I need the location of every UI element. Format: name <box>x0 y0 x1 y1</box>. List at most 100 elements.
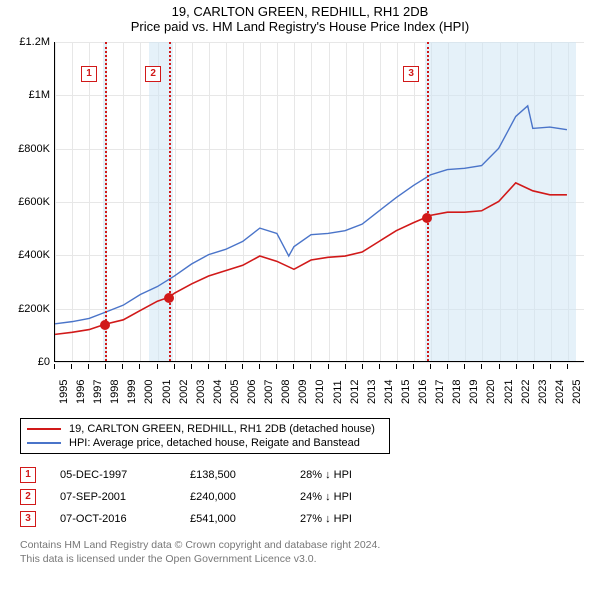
x-tick-label: 2012 <box>349 380 355 404</box>
event-price: £138,500 <box>190 469 300 481</box>
x-tick-label: 1995 <box>58 380 64 404</box>
marker-line <box>169 42 171 361</box>
marker-line <box>427 42 429 361</box>
series-hpi <box>55 106 567 324</box>
events-table: 1 05-DEC-1997£138,50028% ↓ HPI 2 07-SEP-200… <box>20 464 580 530</box>
data-point <box>422 213 432 223</box>
legend: 19, CARLTON GREEN, REDHILL, RH1 2DB (det… <box>20 418 390 454</box>
x-tick-mark <box>105 364 106 369</box>
x-tick-label: 2023 <box>537 380 543 404</box>
event-badge: 1 <box>20 467 36 483</box>
x-tick-mark <box>345 364 346 369</box>
x-tick-label: 2015 <box>400 380 406 404</box>
x-tick-label: 2009 <box>297 380 303 404</box>
legend-row: HPI: Average price, detached house, Reig… <box>27 436 383 450</box>
x-tick-mark <box>430 364 431 369</box>
event-badge: 3 <box>20 511 36 527</box>
event-row: 307-OCT-2016£541,00027% ↓ HPI <box>20 508 580 530</box>
data-point <box>164 293 174 303</box>
event-date: 07-SEP-2001 <box>60 491 190 503</box>
title-line-1: 19, CARLTON GREEN, REDHILL, RH1 2DB <box>0 4 600 19</box>
marker-badge: 1 <box>81 66 97 82</box>
x-tick-label: 2000 <box>143 380 149 404</box>
x-tick-label: 2001 <box>161 380 167 404</box>
plot-svg <box>55 42 584 361</box>
x-tick-label: 2008 <box>280 380 286 404</box>
x-tick-mark <box>242 364 243 369</box>
x-tick-mark <box>533 364 534 369</box>
x-tick-mark <box>447 364 448 369</box>
x-tick-mark <box>88 364 89 369</box>
x-tick-mark <box>362 364 363 369</box>
x-tick-mark <box>208 364 209 369</box>
event-price: £541,000 <box>190 513 300 525</box>
x-tick-mark <box>139 364 140 369</box>
x-tick-label: 2016 <box>417 380 423 404</box>
title-block: 19, CARLTON GREEN, REDHILL, RH1 2DB Pric… <box>0 0 600 34</box>
x-tick-label: 2025 <box>571 380 577 404</box>
y-tick-label: £400K <box>18 249 50 261</box>
x-tick-mark <box>191 364 192 369</box>
x-tick-mark <box>567 364 568 369</box>
y-tick-label: £1.2M <box>19 36 50 48</box>
marker-badge: 2 <box>145 66 161 82</box>
x-tick-label: 2006 <box>246 380 252 404</box>
x-tick-mark <box>122 364 123 369</box>
y-tick-label: £1M <box>29 89 50 101</box>
x-tick-label: 2005 <box>229 380 235 404</box>
footer-line-2: This data is licensed under the Open Gov… <box>20 552 580 566</box>
x-tick-label: 2003 <box>195 380 201 404</box>
x-tick-label: 2020 <box>485 380 491 404</box>
y-axis: £0£200K£400K£600K£800K£1M£1.2M <box>10 42 54 362</box>
x-tick-mark <box>157 364 158 369</box>
x-tick-mark <box>174 364 175 369</box>
x-axis: 1995 1996 1997 1998 1999 2000 2001 2002 2003 2004… <box>54 364 584 410</box>
footer-line-1: Contains HM Land Registry data © Crown c… <box>20 538 580 552</box>
x-tick-label: 2011 <box>332 380 338 404</box>
title-line-2: Price paid vs. HM Land Registry's House … <box>0 19 600 34</box>
x-tick-mark <box>310 364 311 369</box>
x-tick-mark <box>54 364 55 369</box>
legend-label: HPI: Average price, detached house, Reig… <box>69 437 360 449</box>
legend-label: 19, CARLTON GREEN, REDHILL, RH1 2DB (det… <box>69 423 375 435</box>
x-tick-mark <box>516 364 517 369</box>
event-pct: 28% ↓ HPI <box>300 469 410 481</box>
event-date: 07-OCT-2016 <box>60 513 190 525</box>
event-price: £240,000 <box>190 491 300 503</box>
footer: Contains HM Land Registry data © Crown c… <box>20 538 580 566</box>
event-date: 05-DEC-1997 <box>60 469 190 481</box>
x-tick-label: 2013 <box>366 380 372 404</box>
event-row: 1 05-DEC-1997£138,50028% ↓ HPI <box>20 464 580 486</box>
x-tick-label: 2007 <box>263 380 269 404</box>
x-tick-label: 2022 <box>520 380 526 404</box>
y-tick-label: £600K <box>18 196 50 208</box>
x-tick-mark <box>259 364 260 369</box>
x-tick-label: 1999 <box>126 380 132 404</box>
chart: £0£200K£400K£600K£800K£1M£1.2M 123 19951… <box>10 42 590 412</box>
x-tick-mark <box>379 364 380 369</box>
x-tick-label: 2021 <box>503 380 509 404</box>
legend-swatch <box>27 428 61 430</box>
event-pct: 24% ↓ HPI <box>300 491 410 503</box>
x-tick-label: 2017 <box>434 380 440 404</box>
x-tick-mark <box>499 364 500 369</box>
event-row: 2 07-SEP-2001£240,00024% ↓ HPI <box>20 486 580 508</box>
x-tick-mark <box>481 364 482 369</box>
y-tick-label: £0 <box>38 356 50 368</box>
x-tick-mark <box>464 364 465 369</box>
x-tick-label: 2018 <box>451 380 457 404</box>
x-tick-label: 1998 <box>109 380 115 404</box>
event-badge: 2 <box>20 489 36 505</box>
x-tick-mark <box>276 364 277 369</box>
x-tick-mark <box>550 364 551 369</box>
x-tick-mark <box>71 364 72 369</box>
x-tick-label: 1997 <box>92 380 98 404</box>
x-tick-label: 2004 <box>212 380 218 404</box>
legend-swatch <box>27 442 61 444</box>
x-tick-label: 2002 <box>178 380 184 404</box>
y-tick-label: £200K <box>18 303 50 315</box>
series-price_paid <box>55 183 567 335</box>
x-tick-mark <box>413 364 414 369</box>
x-tick-label: 2010 <box>314 380 320 404</box>
x-tick-label: 1996 <box>75 380 81 404</box>
